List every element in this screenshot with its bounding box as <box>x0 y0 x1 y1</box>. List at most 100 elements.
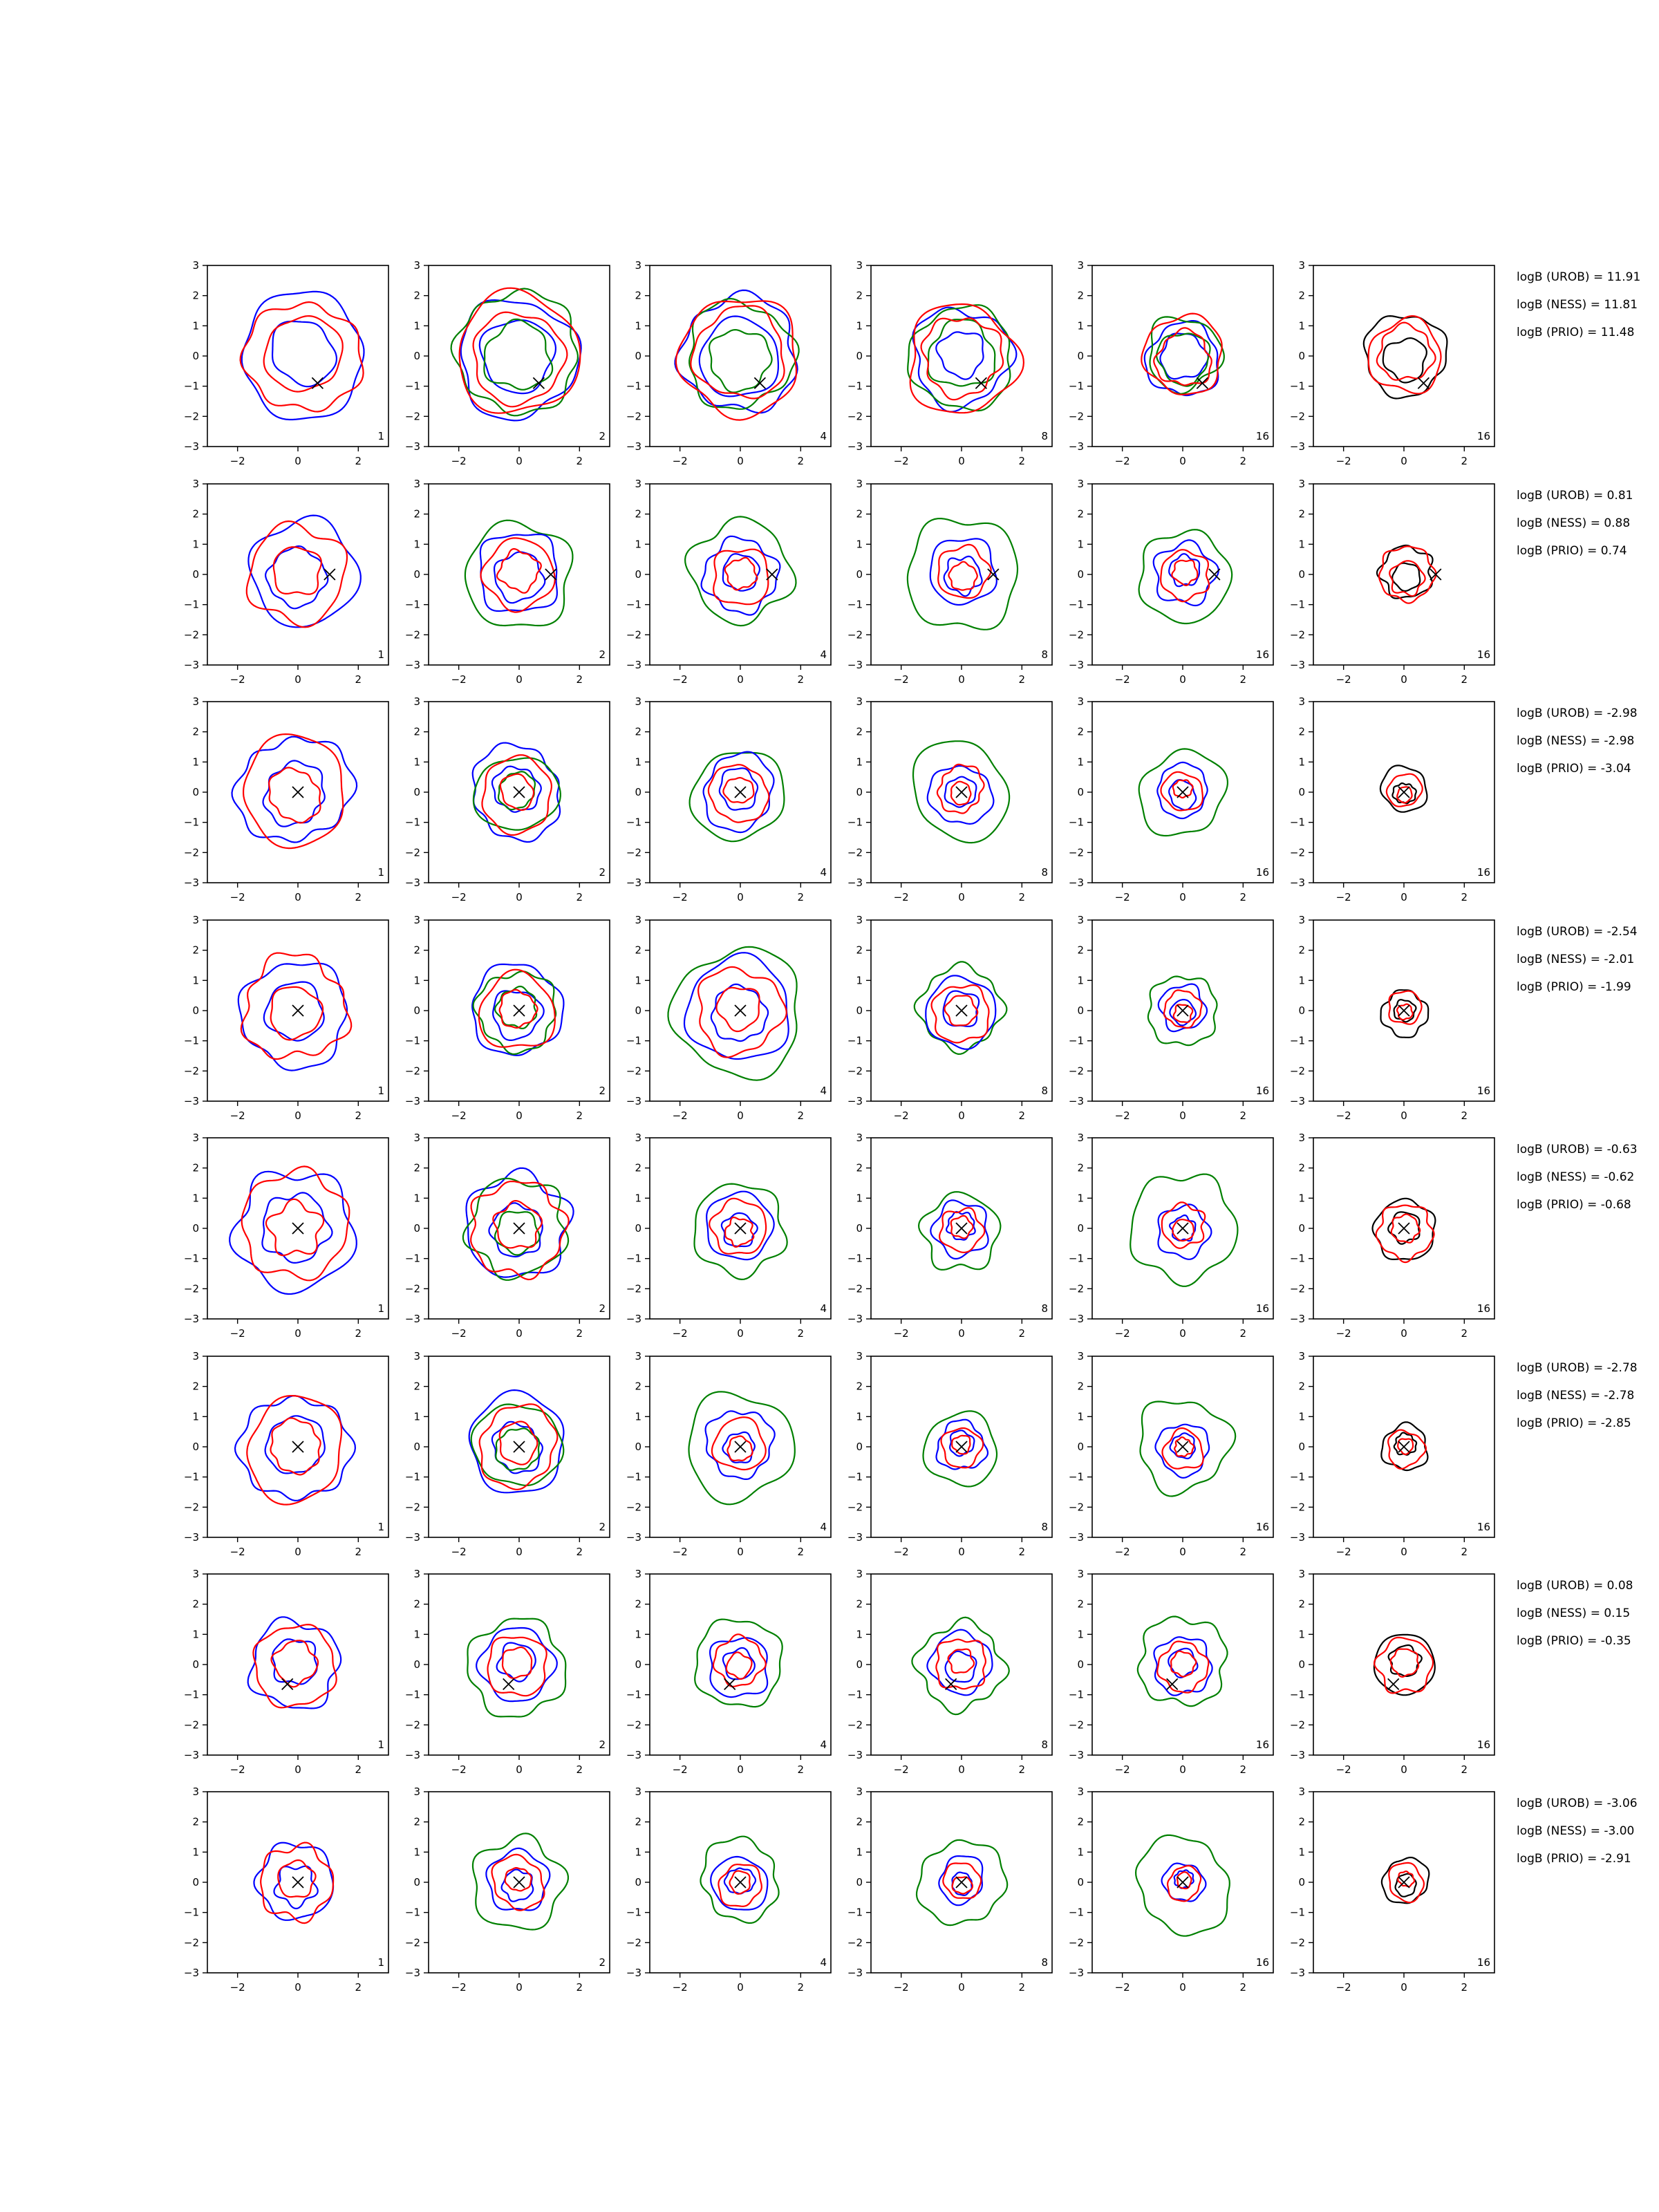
panel-corner-label: 16 <box>1477 648 1490 661</box>
contour-red-4 <box>265 1198 325 1257</box>
contour-green-4 <box>494 1210 541 1256</box>
contour-black-1 <box>1362 315 1448 400</box>
y-tick-label: 0 <box>192 786 199 798</box>
x-tick-label: 2 <box>1461 455 1468 467</box>
x-tick-label: −2 <box>1336 1546 1351 1558</box>
y-tick-label: 1 <box>413 319 420 332</box>
contour-group <box>694 1618 783 1708</box>
subplot-r2-c6: −2 0 2 3 2 1 0 −1 −2 −3 16 <box>1290 478 1495 686</box>
contour-red-3 <box>1388 990 1423 1025</box>
contour-black-2 <box>1387 1211 1421 1245</box>
contour-red-5 <box>481 754 553 836</box>
contour-green-4 <box>483 318 554 391</box>
y-tick-label: 3 <box>635 478 641 490</box>
contour-blue-3 <box>722 1431 756 1463</box>
y-tick-label: 1 <box>1077 1846 1084 1858</box>
y-tick-label: 0 <box>1077 350 1084 362</box>
y-tick-label: −2 <box>1069 1282 1084 1295</box>
x-tick-label: −2 <box>673 1109 688 1122</box>
marker-x <box>734 1222 747 1235</box>
y-tick-label: 0 <box>1077 1658 1084 1671</box>
contour-blue-3 <box>1169 1214 1197 1242</box>
x-tick-label: 0 <box>1179 1981 1186 1994</box>
y-tick-label: −2 <box>1290 1718 1305 1731</box>
logb-label-row8-2: logB (NESS) = -3.00 <box>1517 1824 1634 1838</box>
contour-red-3 <box>252 1623 337 1709</box>
y-tick-label: 0 <box>1298 1658 1305 1671</box>
axes-frame <box>207 483 389 666</box>
x-tick-label: 0 <box>737 1763 744 1776</box>
contour-blue-2 <box>926 1629 993 1696</box>
y-tick-label: 2 <box>1298 1162 1305 1174</box>
panel-corner-label: 16 <box>1477 1956 1490 1969</box>
contour-group <box>1371 1197 1436 1264</box>
y-tick-label: 0 <box>413 1441 420 1453</box>
x-tick-label: 2 <box>355 891 362 903</box>
y-tick-label: 0 <box>856 350 863 362</box>
x-tick-label: 2 <box>1240 1546 1247 1558</box>
contour-group <box>674 289 800 421</box>
axes-frame <box>428 1573 610 1756</box>
logb-label-row2-1: logB (UROB) = 0.81 <box>1517 489 1633 503</box>
y-tick-label: 3 <box>413 478 420 490</box>
contour-green-1 <box>667 946 798 1081</box>
y-tick-label: −2 <box>847 846 863 859</box>
y-tick-label: 0 <box>856 568 863 581</box>
x-tick-label: 2 <box>1461 1327 1468 1340</box>
contour-blue-2 <box>925 975 997 1050</box>
y-tick-label: 0 <box>856 1876 863 1888</box>
subplot-r7-c5: −2 0 2 3 2 1 0 −1 −2 −3 16 <box>1069 1568 1274 1776</box>
y-tick-label: 3 <box>192 1350 199 1362</box>
logb-label-row7-2: logB (NESS) = 0.15 <box>1517 1606 1630 1620</box>
y-tick-label: −2 <box>184 1936 199 1949</box>
y-tick-label: 3 <box>635 1785 641 1798</box>
contour-red-5 <box>722 777 755 804</box>
y-tick-label: 0 <box>192 1658 199 1671</box>
contour-black-1 <box>1380 1421 1429 1472</box>
contour-blue-2 <box>263 981 325 1042</box>
contour-blue-3 <box>494 551 546 604</box>
marker-x <box>724 1678 736 1691</box>
y-tick-label: −2 <box>184 846 199 859</box>
x-tick-label: 0 <box>294 891 301 903</box>
x-tick-label: −2 <box>673 1763 688 1776</box>
contour-red-4 <box>491 1853 545 1911</box>
y-tick-label: 3 <box>1077 478 1084 490</box>
x-tick-label: 0 <box>737 1546 744 1558</box>
x-tick-label: −2 <box>1336 1109 1351 1122</box>
y-tick-label: 2 <box>413 1380 420 1393</box>
x-tick-label: 0 <box>958 1327 965 1340</box>
logb-label-row3-2: logB (NESS) = -2.98 <box>1517 734 1634 748</box>
subplot-r2-c1: −2 0 2 3 2 1 0 −1 −2 −3 1 <box>184 478 389 686</box>
y-tick-label: 3 <box>856 1785 863 1798</box>
axes-frame <box>870 1573 1053 1756</box>
y-tick-label: 1 <box>635 538 641 550</box>
panel-corner-label: 1 <box>377 1521 384 1533</box>
y-tick-label: −3 <box>626 440 641 453</box>
panel-corner-label: 8 <box>1041 648 1048 661</box>
x-tick-label: 0 <box>737 455 744 467</box>
subplot-r1-c5: −2 0 2 3 2 1 0 −1 −2 −3 16 <box>1069 259 1274 467</box>
marker-x <box>1417 377 1430 389</box>
y-tick-label: 3 <box>413 1568 420 1580</box>
contour-blue-3 <box>1168 553 1201 588</box>
contour-red-4 <box>937 543 992 599</box>
contour-red-4 <box>707 764 770 823</box>
y-tick-label: 3 <box>1298 1132 1305 1144</box>
y-tick-label: 1 <box>856 538 863 550</box>
contour-red-4 <box>1167 1865 1202 1902</box>
panel-corner-label: 16 <box>1477 430 1490 442</box>
y-tick-label: −1 <box>405 599 420 611</box>
contour-red-3 <box>1367 315 1442 395</box>
contour-red-4 <box>263 315 344 393</box>
contour-blue-2 <box>261 1192 333 1264</box>
y-tick-label: −2 <box>184 1718 199 1731</box>
y-tick-label: −1 <box>184 599 199 611</box>
y-tick-label: −2 <box>847 1501 863 1513</box>
contour-red-4 <box>1160 771 1203 812</box>
x-tick-label: −2 <box>451 1981 467 1994</box>
subplot-r7-c4: −2 0 2 3 2 1 0 −1 −2 −3 8 <box>847 1568 1053 1776</box>
y-tick-label: −3 <box>184 659 199 671</box>
contour-blue-2 <box>710 1855 769 1911</box>
contour-blue-1 <box>912 306 1018 413</box>
